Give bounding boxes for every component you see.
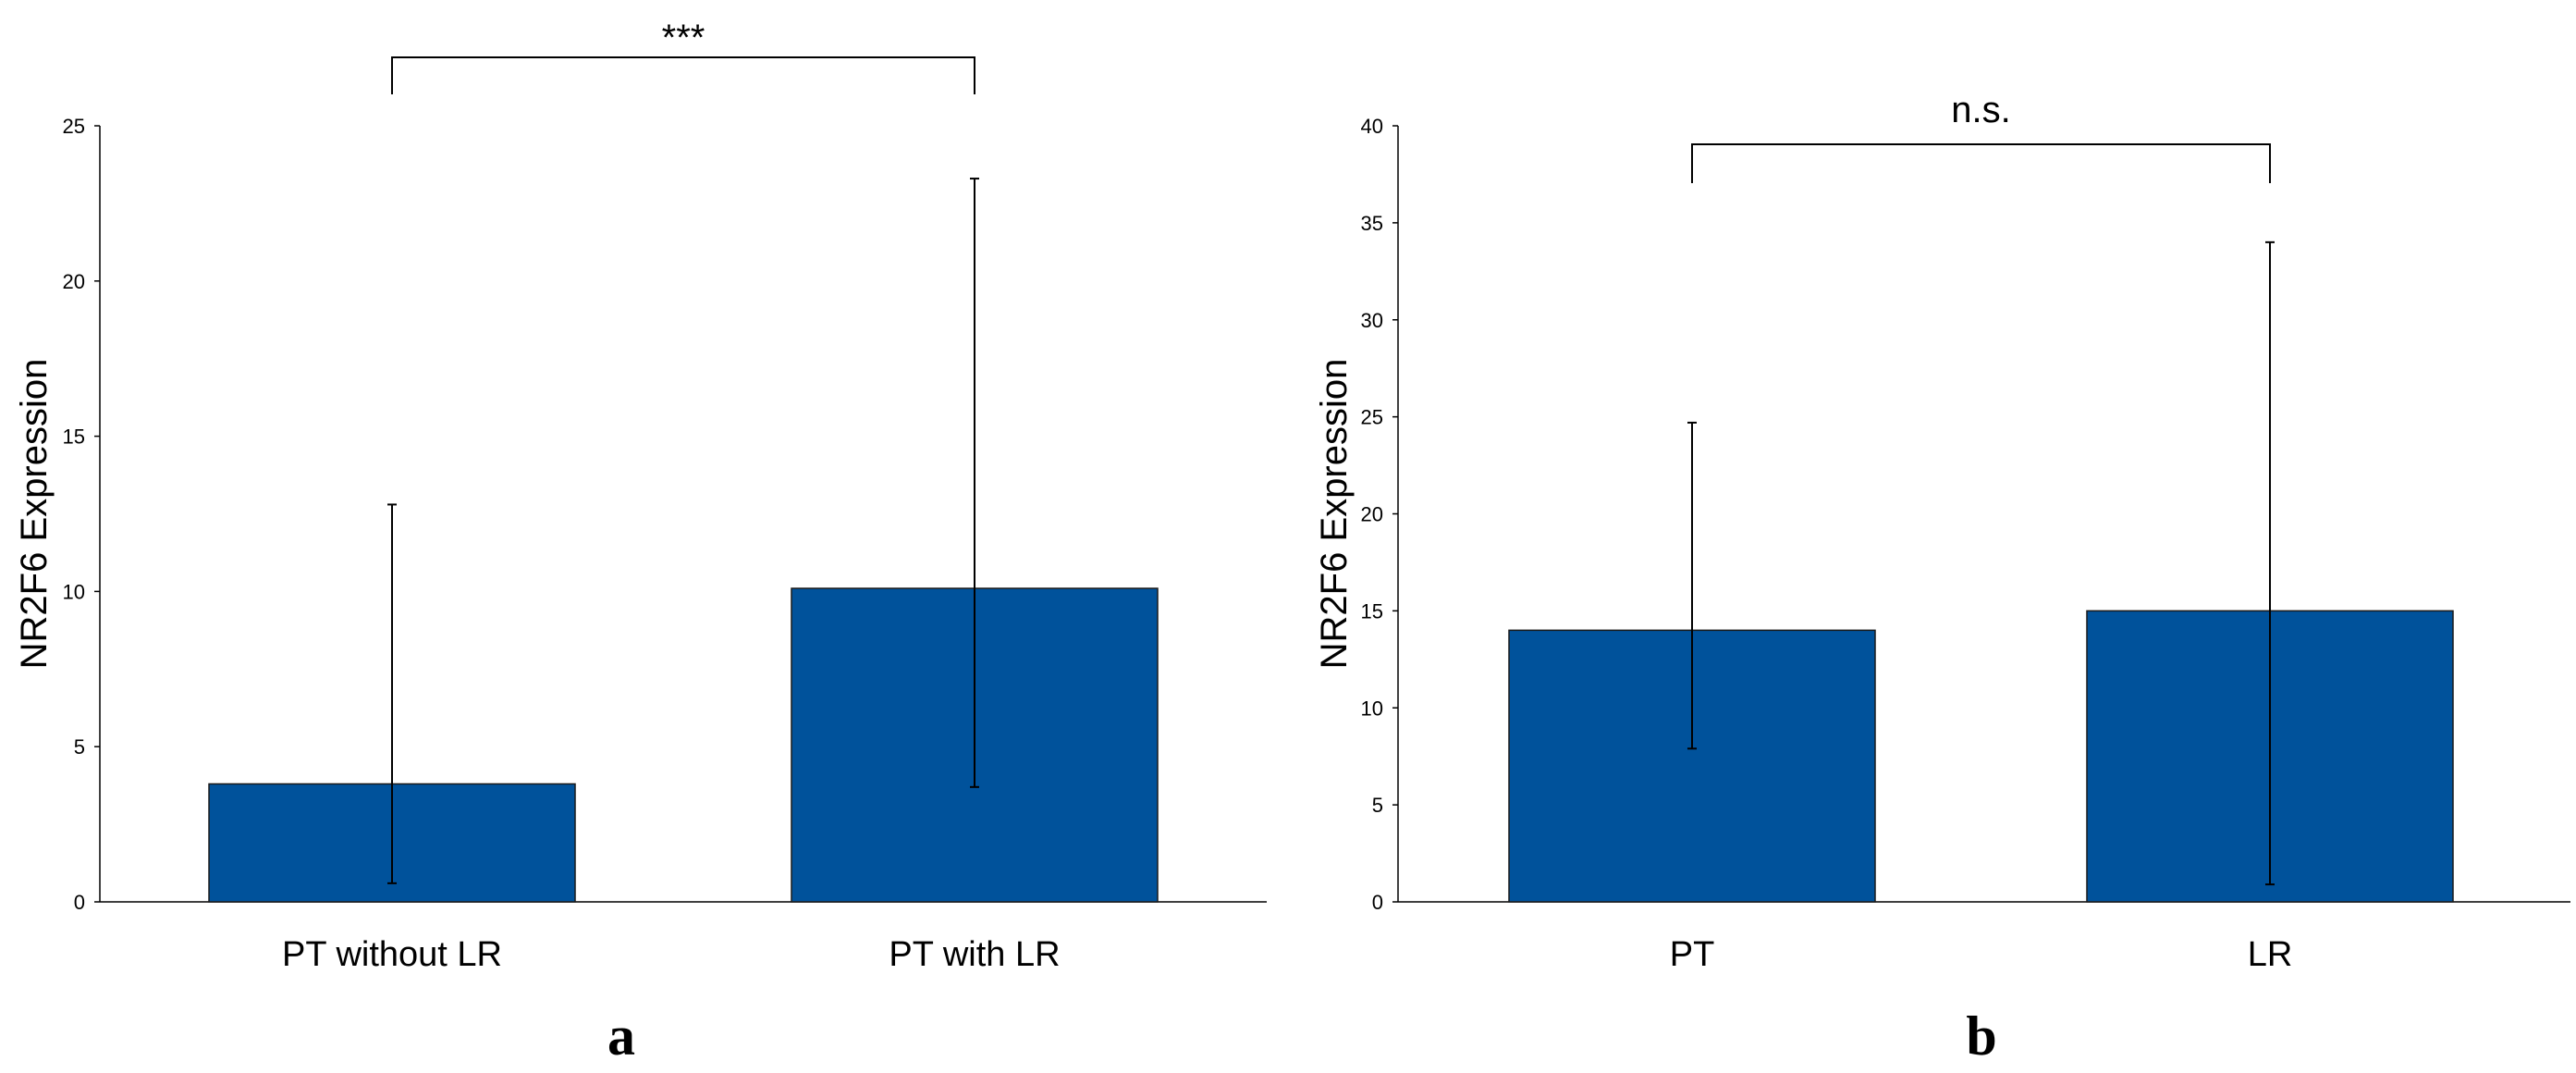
y-tick-label: 15 [1361, 599, 1383, 623]
panel-label: a [607, 1005, 635, 1067]
y-tick-label: 10 [63, 580, 85, 603]
significance-bracket [1691, 143, 2271, 183]
y-tick-label: 30 [1361, 309, 1383, 332]
y-tick-label: 40 [1361, 115, 1383, 138]
x-category-label: PT [1670, 935, 1715, 974]
y-axis-title: NR2F6 Expression [1314, 359, 1355, 670]
y-tick-label: 0 [74, 891, 85, 914]
y-tick-label: 35 [1361, 212, 1383, 235]
significance-bracket [391, 56, 975, 94]
y-tick-label: 20 [63, 270, 85, 293]
y-tick-label: 25 [63, 115, 85, 138]
y-tick-label: 10 [1361, 697, 1383, 720]
significance-label: *** [662, 18, 705, 58]
x-category-label: LR [2248, 935, 2293, 974]
significance-label: n.s. [1951, 90, 2010, 130]
y-tick-label: 0 [1372, 891, 1383, 914]
chart-panel-a: 0 5 10 15 20 25 NR2F6 Expression PT without LR P… [14, 18, 1267, 1067]
panel-label: b [1966, 1005, 1996, 1067]
y-tick-label: 20 [1361, 503, 1383, 526]
y-tick-label: 15 [63, 426, 85, 449]
y-axis-title: NR2F6 Expression [14, 359, 55, 670]
y-tick-label: 25 [1361, 406, 1383, 429]
y-tick-label: 5 [1372, 794, 1383, 817]
x-category-label: PT without LR [282, 935, 502, 974]
x-category-label: PT with LR [889, 935, 1060, 974]
chart-panel-b: 0 5 10 15 20 25 30 35 40 NR2F6 Expression PT LR n.s.… [1314, 90, 2570, 1067]
y-tick-label: 5 [74, 735, 85, 758]
